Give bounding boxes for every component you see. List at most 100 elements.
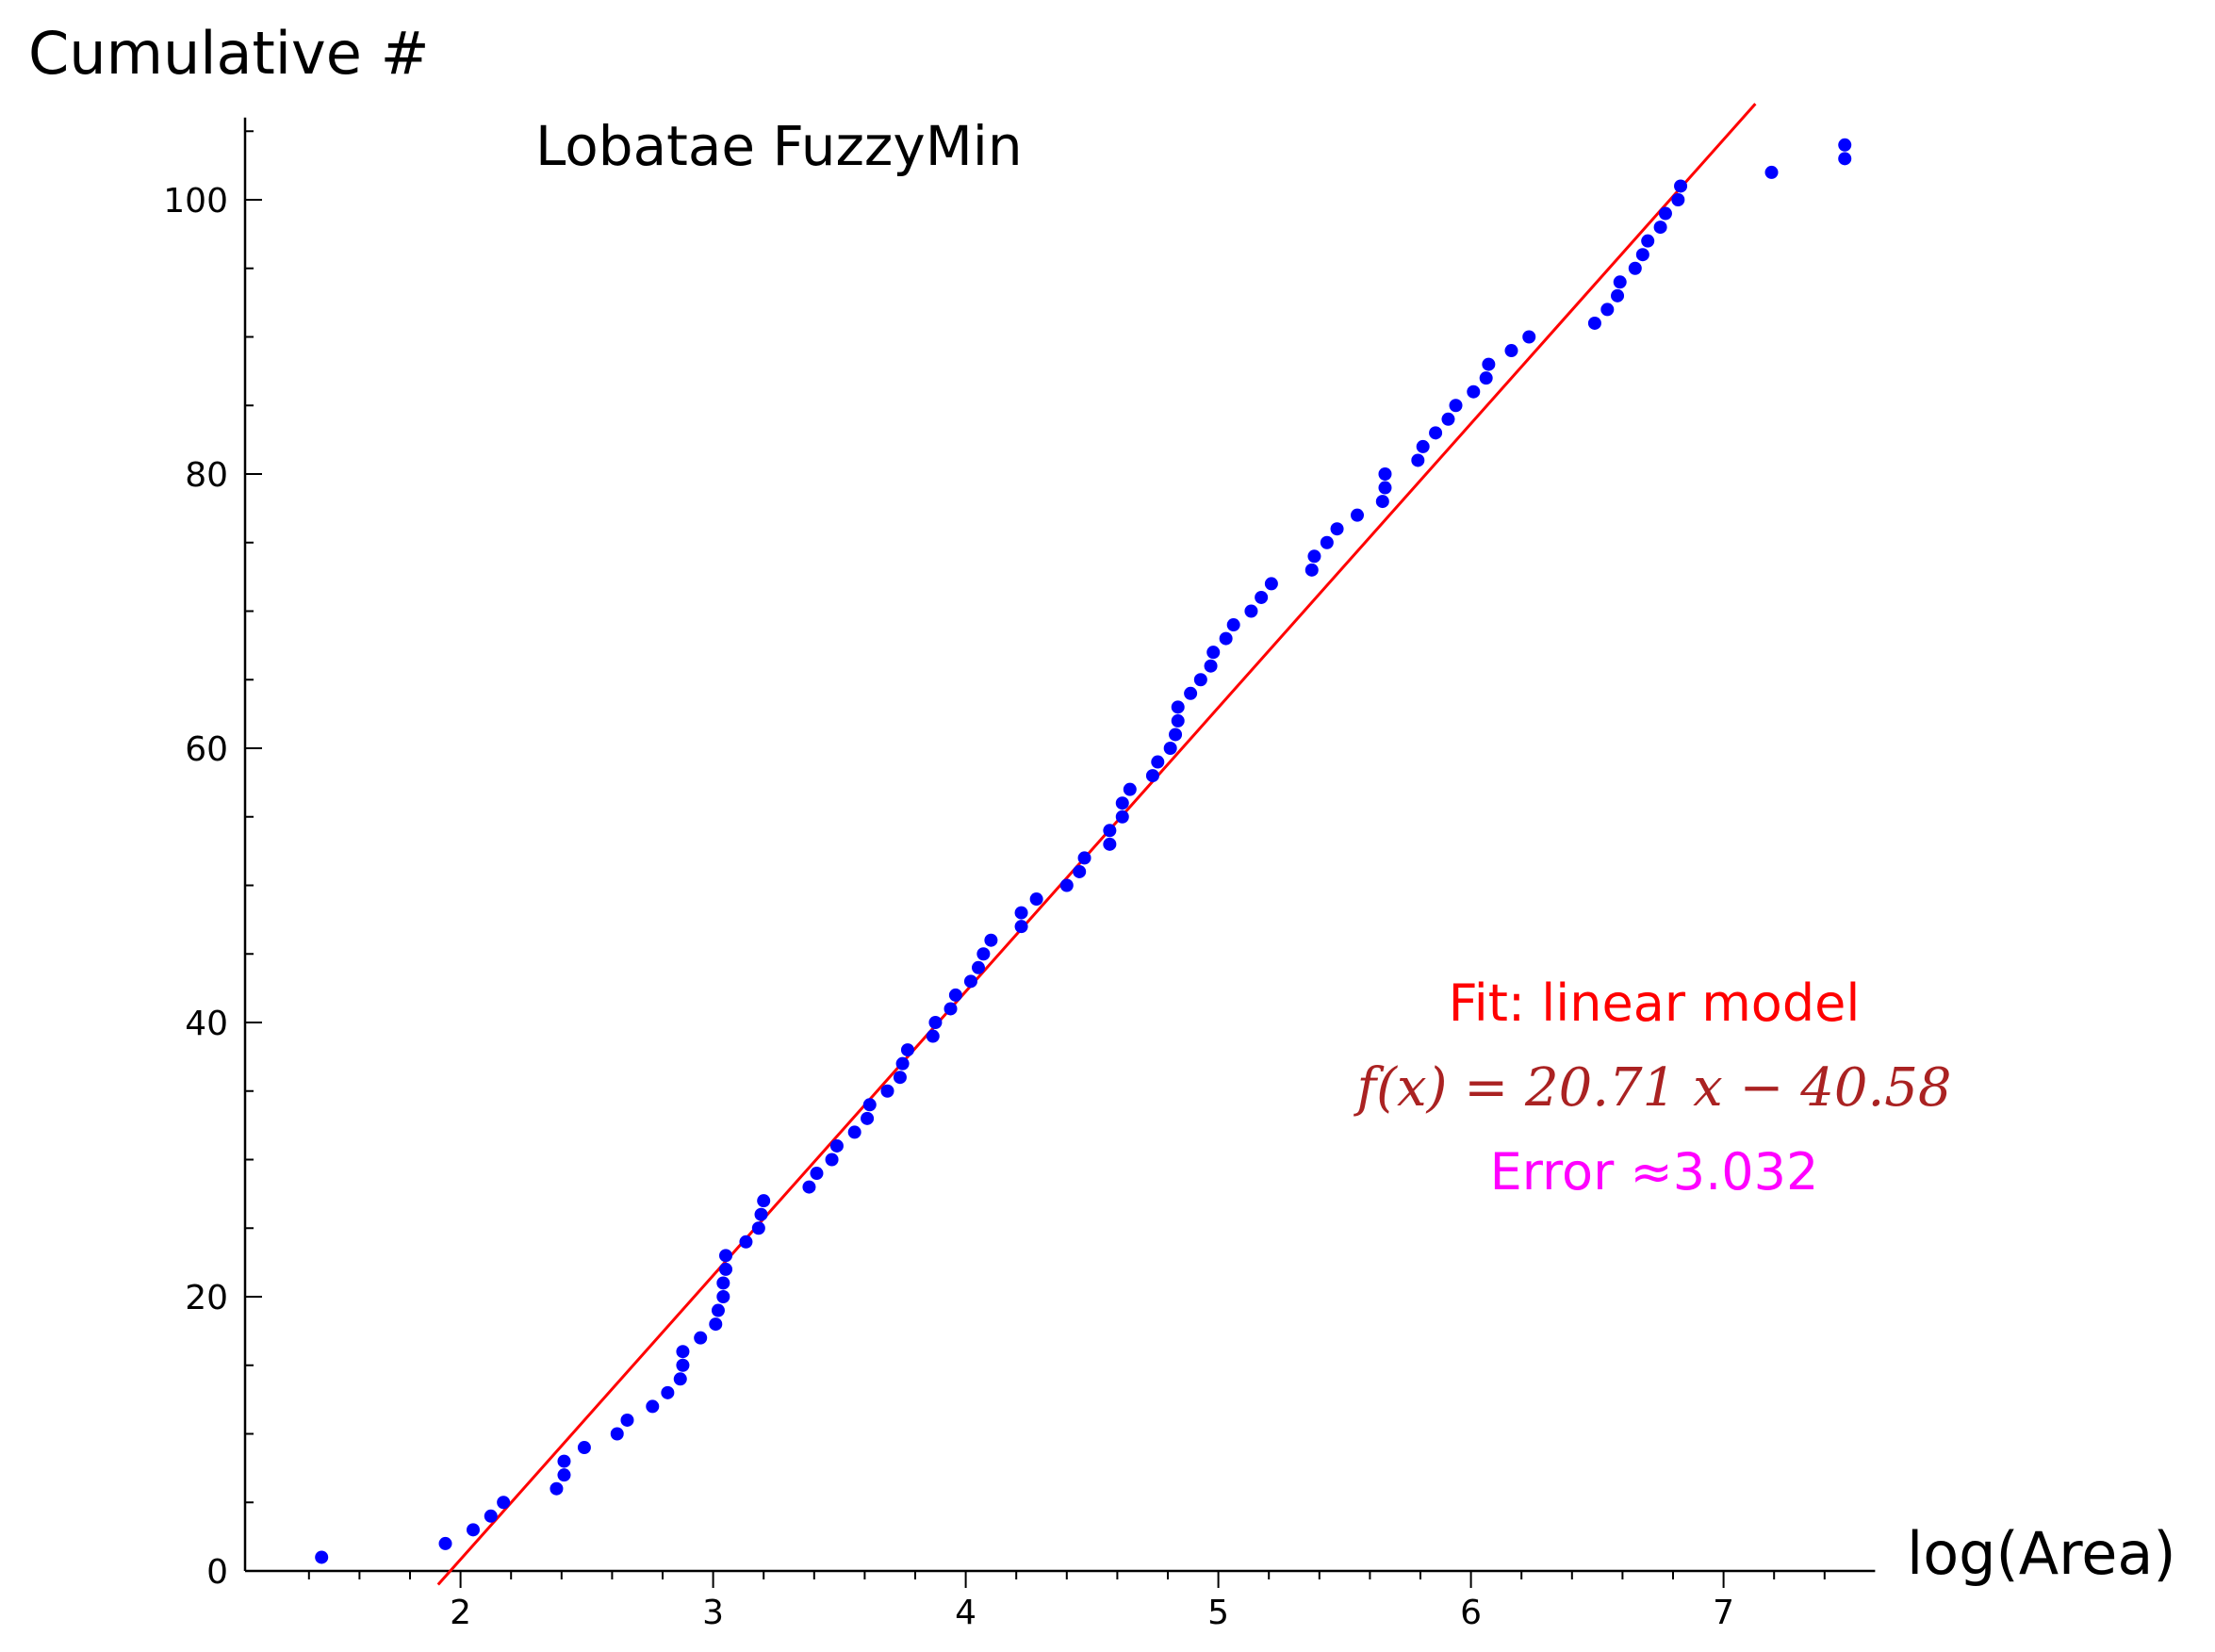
data-point xyxy=(1029,892,1043,907)
y-axis-title: Cumulative # xyxy=(28,19,430,88)
data-point xyxy=(963,974,977,989)
y-tick-label: 80 xyxy=(185,456,228,495)
data-point xyxy=(1059,878,1074,892)
data-point xyxy=(673,1372,687,1386)
data-point xyxy=(610,1427,624,1441)
x-tick-label: 5 xyxy=(1207,1594,1229,1632)
data-point xyxy=(557,1454,571,1468)
data-point xyxy=(825,1153,839,1167)
data-point xyxy=(694,1331,708,1345)
data-point xyxy=(1764,165,1779,179)
data-point xyxy=(1193,673,1207,687)
data-point xyxy=(709,1317,723,1332)
data-point xyxy=(484,1509,498,1523)
data-point xyxy=(1115,796,1129,810)
y-ticks: 0 20 40 60 80 100 xyxy=(163,130,262,1592)
data-point xyxy=(751,1221,765,1235)
data-point xyxy=(847,1125,861,1139)
data-point xyxy=(895,1056,910,1071)
data-point xyxy=(1375,495,1389,509)
data-points xyxy=(315,138,1852,1564)
data-point xyxy=(943,1002,958,1016)
y-tick-label: 60 xyxy=(185,730,228,769)
data-point xyxy=(928,1016,943,1029)
data-point xyxy=(1169,728,1183,742)
data-point xyxy=(1838,152,1852,166)
data-point xyxy=(1255,590,1269,604)
data-point xyxy=(719,1262,732,1276)
data-point xyxy=(1378,467,1392,481)
x-tick-label: 4 xyxy=(955,1594,976,1632)
data-point xyxy=(1641,234,1655,248)
data-point xyxy=(810,1167,824,1181)
data-point xyxy=(716,1290,730,1303)
fit-error-label: Error ≈3.032 xyxy=(1490,1142,1819,1202)
data-point xyxy=(1378,481,1392,495)
data-point xyxy=(900,1043,914,1057)
data-point xyxy=(1613,275,1627,289)
data-point xyxy=(1304,563,1319,577)
data-point xyxy=(1479,371,1493,385)
fit-line xyxy=(436,103,1757,1586)
data-point xyxy=(1449,399,1463,413)
y-tick-label: 100 xyxy=(163,182,228,221)
data-point xyxy=(1671,193,1685,206)
data-point xyxy=(1226,618,1240,632)
data-point xyxy=(862,1098,877,1112)
data-point xyxy=(315,1550,329,1564)
data-point xyxy=(1206,646,1221,660)
data-point xyxy=(893,1071,907,1085)
data-point xyxy=(1264,577,1278,591)
y-tick-label: 40 xyxy=(185,1005,228,1043)
data-point xyxy=(1441,412,1455,426)
data-point xyxy=(676,1358,690,1372)
data-point xyxy=(1628,261,1642,275)
data-point xyxy=(1219,631,1233,646)
data-point xyxy=(1151,755,1165,769)
data-point xyxy=(719,1249,732,1263)
data-point xyxy=(1504,344,1518,358)
data-point xyxy=(1330,522,1344,536)
data-point xyxy=(926,1029,940,1043)
fit-label: Fit: linear model xyxy=(1449,973,1861,1033)
data-point xyxy=(1014,906,1028,920)
data-point xyxy=(711,1303,725,1317)
data-point xyxy=(1103,837,1117,851)
data-point xyxy=(1611,288,1625,303)
data-point xyxy=(829,1138,844,1153)
data-point xyxy=(880,1084,894,1098)
data-point xyxy=(1838,138,1852,152)
data-point xyxy=(1103,824,1117,838)
x-tick-label: 2 xyxy=(450,1594,471,1632)
data-point xyxy=(1600,303,1615,317)
data-point xyxy=(1429,426,1443,440)
data-point xyxy=(976,947,991,961)
data-point xyxy=(757,1194,771,1208)
chart-title: Lobatae FuzzyMin xyxy=(535,114,1023,178)
data-point xyxy=(497,1496,511,1510)
data-point xyxy=(984,933,998,947)
data-point xyxy=(754,1207,768,1221)
data-point xyxy=(1123,782,1137,796)
data-point xyxy=(1674,179,1688,193)
data-point xyxy=(438,1536,452,1550)
data-point xyxy=(550,1481,564,1496)
data-point xyxy=(972,960,985,974)
data-point xyxy=(1014,920,1028,934)
y-tick-label: 20 xyxy=(185,1279,228,1317)
data-point xyxy=(676,1345,690,1359)
fit-formula: f(x) = 20.71 x − 40.58 xyxy=(1353,1057,1951,1119)
x-tick-label: 3 xyxy=(702,1594,724,1632)
data-point xyxy=(1077,851,1091,865)
y-tick-label: 0 xyxy=(206,1553,228,1592)
data-point xyxy=(948,988,962,1002)
data-point xyxy=(1587,316,1601,330)
data-point xyxy=(1482,357,1496,371)
data-point xyxy=(739,1235,753,1249)
data-point xyxy=(1658,206,1672,221)
data-point xyxy=(1635,248,1649,262)
data-point xyxy=(1320,535,1334,549)
x-ticks: 2 3 4 5 6 7 xyxy=(307,1571,1826,1632)
fit-line-group xyxy=(436,103,1757,1586)
